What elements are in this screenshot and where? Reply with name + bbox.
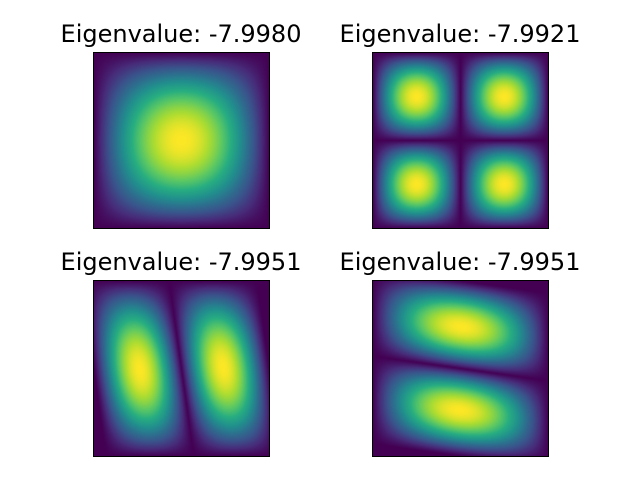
heatmap-panel-mode-3 [93, 280, 270, 457]
heatmap-panel-mode-4 [372, 280, 549, 457]
panel-title: Eigenvalue: -7.9951 [340, 250, 581, 274]
panel-title: Eigenvalue: -7.9951 [61, 250, 302, 274]
panel-title: Eigenvalue: -7.9921 [340, 22, 581, 46]
heatmap-panel-mode-1 [93, 52, 270, 229]
panel-title: Eigenvalue: -7.9980 [61, 22, 302, 46]
heatmap-panel-mode-2 [372, 52, 549, 229]
